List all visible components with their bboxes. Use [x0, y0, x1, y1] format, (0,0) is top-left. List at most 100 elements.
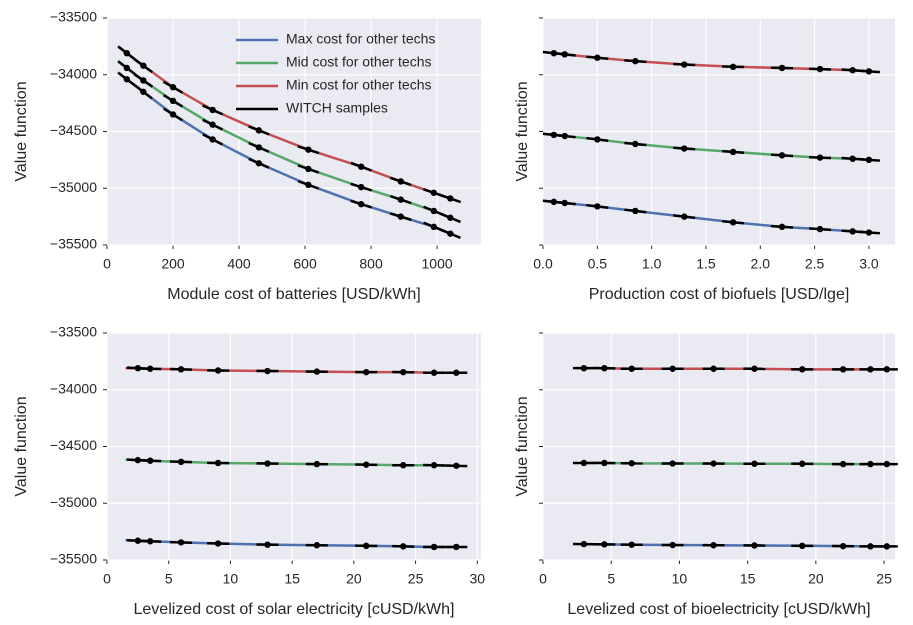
- legend-label: Max cost for other techs: [286, 31, 435, 47]
- x-tick-label: 0: [539, 571, 547, 587]
- x-axis-label: Production cost of biofuels [USD/lge]: [589, 286, 850, 303]
- sample-point: [430, 462, 438, 469]
- x-axis-label: Module cost of batteries [USD/kWh]: [167, 286, 420, 303]
- x-tick-label: 600: [293, 256, 317, 272]
- y-axis-label: Value function: [514, 396, 531, 496]
- sample-point: [849, 155, 856, 162]
- sample-point: [447, 214, 454, 221]
- sample-point: [681, 61, 688, 68]
- sample-point: [669, 541, 676, 549]
- sample-point: [751, 542, 758, 549]
- sample-point: [669, 460, 676, 467]
- x-tick-label: 200: [161, 256, 185, 272]
- sample-point: [710, 460, 717, 467]
- x-tick-label: 0: [103, 571, 111, 587]
- sample-point: [729, 219, 737, 226]
- y-tick-label: −34500: [50, 437, 97, 453]
- sample-point: [839, 366, 847, 373]
- sample-point: [214, 367, 222, 374]
- y-axis-label: Value function: [13, 81, 30, 181]
- x-tick-label: 0: [103, 256, 111, 272]
- sample-point: [710, 365, 717, 372]
- sample-point: [594, 136, 601, 143]
- y-tick-label: −35500: [50, 236, 97, 252]
- sample-point: [147, 365, 154, 372]
- sample-point: [751, 460, 758, 467]
- sample-point: [134, 456, 142, 464]
- sample-point: [357, 200, 365, 208]
- sample-point: [816, 225, 824, 233]
- x-tick-label: 5: [607, 571, 615, 587]
- x-tick-label: 1000: [422, 256, 453, 272]
- sample-point: [140, 77, 147, 84]
- x-tick-label: 10: [223, 571, 239, 587]
- sample-point: [397, 213, 404, 220]
- x-tick-label: 2.0: [751, 256, 771, 272]
- y-tick-label: −33500: [50, 9, 97, 25]
- subplot: 0 5 10 15 20 25 Levelized cost of bioelectrici…: [514, 332, 898, 618]
- x-tick-label: 5: [165, 571, 173, 587]
- sample-point: [632, 57, 639, 65]
- sample-point: [867, 366, 874, 373]
- sample-point: [778, 152, 786, 159]
- sample-point: [839, 542, 847, 550]
- sample-point: [799, 542, 806, 550]
- x-tick-label: 0.0: [533, 256, 553, 272]
- x-tick-label: 25: [876, 571, 892, 587]
- sample-point: [594, 203, 601, 210]
- x-tick-label: 10: [672, 571, 688, 587]
- sample-point: [209, 106, 216, 114]
- sample-point: [313, 368, 321, 375]
- x-axis-label: Levelized cost of solar electricity [cUS…: [134, 601, 455, 618]
- sample-point: [140, 62, 147, 69]
- sample-point: [594, 54, 601, 61]
- sample-point: [681, 213, 688, 220]
- sample-point: [865, 68, 873, 75]
- sample-point: [561, 199, 568, 207]
- x-tick-label: 20: [808, 571, 824, 587]
- x-tick-label: 1.5: [696, 256, 716, 272]
- series-line: [583, 542, 887, 548]
- y-tick-label: −34500: [50, 122, 97, 138]
- sample-point: [816, 154, 824, 161]
- sample-point: [839, 460, 847, 468]
- sample-point: [453, 462, 460, 469]
- sample-point: [669, 365, 676, 372]
- x-tick-label: 2.5: [805, 256, 825, 272]
- x-tick-label: 30: [470, 571, 486, 587]
- sample-point: [123, 64, 131, 72]
- sample-point: [729, 148, 737, 156]
- sample-point: [681, 145, 688, 152]
- y-tick-label: −33500: [50, 324, 97, 340]
- x-tick-label: 20: [346, 571, 362, 587]
- sample-point: [710, 542, 717, 549]
- sample-point: [799, 460, 806, 467]
- sample-point: [177, 366, 185, 373]
- x-axis-label: Levelized cost of bioelectricity [cUSD/k…: [567, 601, 870, 618]
- sample-point: [305, 181, 312, 189]
- y-axis-label: Value function: [514, 81, 531, 181]
- sample-point: [255, 160, 263, 167]
- sample-point: [867, 460, 874, 468]
- sample-point: [363, 368, 370, 376]
- sample-point: [580, 540, 588, 548]
- sample-point: [430, 207, 437, 215]
- sample-point: [313, 542, 321, 549]
- sample-point: [169, 111, 177, 118]
- sample-point: [447, 230, 454, 237]
- x-tick-label: 400: [227, 256, 251, 272]
- sample-point: [169, 97, 177, 105]
- sample-point: [865, 229, 873, 236]
- x-tick-label: 0.5: [588, 256, 608, 272]
- sample-point: [628, 541, 635, 548]
- sample-point: [453, 369, 460, 376]
- sample-point: [400, 543, 407, 550]
- sample-point: [134, 537, 142, 544]
- sample-point: [632, 207, 639, 215]
- y-tick-label: −35500: [50, 551, 97, 567]
- sample-point: [447, 195, 454, 202]
- sample-point: [865, 156, 873, 164]
- x-tick-label: 15: [284, 571, 300, 587]
- sample-point: [561, 132, 568, 140]
- sample-point: [123, 49, 131, 57]
